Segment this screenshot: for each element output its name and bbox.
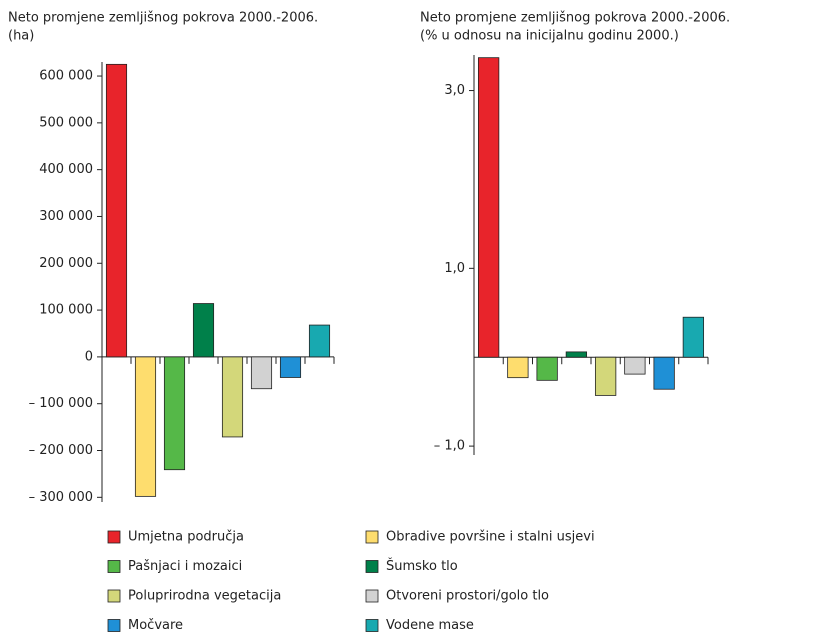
- bar: [279, 356, 302, 378]
- chart-subtitle: (ha): [8, 29, 34, 44]
- bar: [192, 303, 215, 358]
- bar: [565, 351, 588, 358]
- legend-label: Poluprirodna vegetacija: [128, 589, 281, 604]
- y-tick-label: 100 000: [39, 303, 93, 318]
- y-tick-label: – 100 000: [29, 396, 93, 411]
- bar: [105, 63, 128, 358]
- legend-swatch: [107, 589, 121, 603]
- y-tick-label: 300 000: [39, 209, 93, 224]
- chart-title: Neto promjene zemljišnog pokrova 2000.-2…: [420, 11, 730, 26]
- legend-swatch: [365, 619, 379, 632]
- legend-swatch: [365, 530, 379, 544]
- bar: [477, 57, 500, 358]
- legend-label: Umjetna područja: [128, 530, 244, 545]
- legend-label: Pašnjaci i mozaici: [128, 559, 242, 574]
- bar: [221, 356, 244, 438]
- chart-title: Neto promjene zemljišnog pokrova 2000.-2…: [8, 11, 318, 26]
- bar: [536, 356, 558, 381]
- y-tick-label: – 200 000: [29, 443, 93, 458]
- legend-swatch: [365, 589, 379, 603]
- legend-swatch: [107, 560, 121, 573]
- y-tick-label: – 1,0: [434, 439, 465, 454]
- legend-label: Močvare: [128, 618, 183, 633]
- legend-swatch: [107, 619, 121, 632]
- bar: [653, 356, 675, 390]
- bar: [594, 356, 617, 396]
- y-tick-label: – 300 000: [29, 490, 93, 505]
- bar: [250, 356, 273, 390]
- bar: [624, 356, 646, 375]
- y-tick-label: 500 000: [39, 115, 93, 130]
- legend-label: Obradive površine i stalni usjevi: [386, 530, 595, 545]
- legend-swatch: [107, 530, 121, 544]
- bar: [682, 316, 705, 358]
- legend-label: Šumsko tlo: [386, 558, 458, 574]
- bar: [163, 356, 186, 471]
- y-tick-label: 400 000: [39, 162, 93, 177]
- y-tick-label: 600 000: [39, 69, 93, 84]
- legend-label: Otvoreni prostori/golo tlo: [386, 589, 549, 604]
- y-tick-label: 1,0: [444, 261, 465, 276]
- y-tick-label: 3,0: [444, 83, 465, 98]
- bar: [507, 356, 529, 379]
- bar: [134, 356, 157, 497]
- y-tick-label: 0: [85, 349, 93, 364]
- bar: [308, 324, 331, 358]
- chart-subtitle: (% u odnosu na inicijalnu godinu 2000.): [420, 29, 679, 44]
- legend-swatch: [365, 560, 379, 573]
- legend-label: Vodene mase: [386, 618, 474, 633]
- y-tick-label: 200 000: [39, 256, 93, 271]
